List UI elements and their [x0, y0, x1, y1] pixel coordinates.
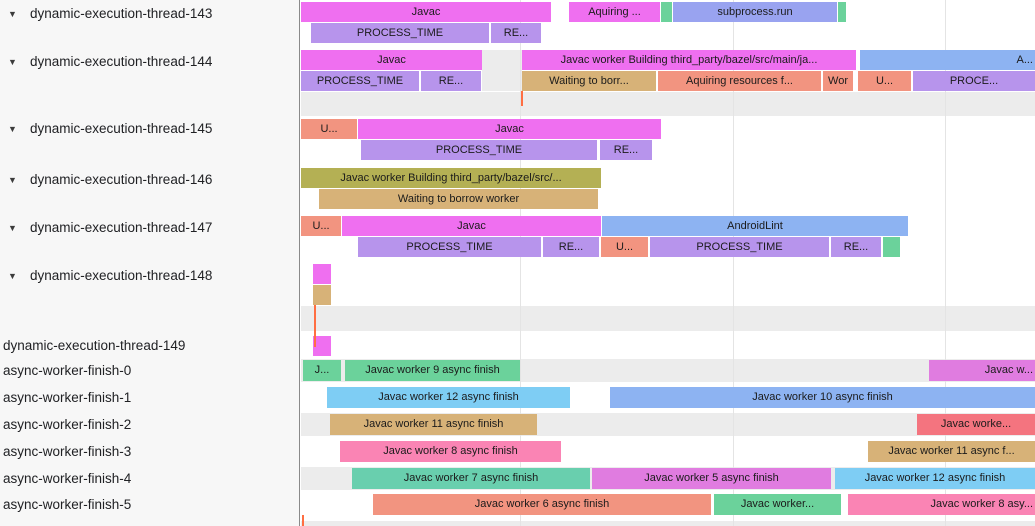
trace-slice[interactable]: Wor — [823, 71, 853, 91]
trace-slice[interactable]: Javac worker Building third_party/bazel/… — [522, 50, 856, 70]
track-name: async-worker-finish-0 — [3, 363, 132, 378]
flow-event-marker — [302, 515, 304, 526]
track-label[interactable]: ▼ dynamic-execution-thread-148 — [0, 266, 300, 286]
trace-slice[interactable] — [313, 264, 331, 284]
trace-slice[interactable]: Javac worker 9 async finish — [345, 360, 520, 381]
trace-slice[interactable]: RE... — [491, 23, 541, 43]
track-name: dynamic-execution-thread-147 — [30, 220, 213, 235]
track-label[interactable]: async-worker-finish-2 — [0, 415, 300, 435]
track-name: async-worker-finish-1 — [3, 390, 132, 405]
track-label[interactable]: ▼ dynamic-execution-thread-145 — [0, 119, 300, 139]
trace-slice[interactable]: RE... — [543, 237, 599, 257]
trace-slice[interactable]: Javac worker 7 async finish — [352, 468, 590, 489]
trace-slice[interactable]: Javac — [342, 216, 601, 236]
trace-slice[interactable]: Javac — [358, 119, 661, 139]
trace-slice[interactable]: U... — [601, 237, 648, 257]
track-name: dynamic-execution-thread-149 — [3, 338, 186, 353]
trace-slice[interactable]: Javac w... — [929, 360, 1035, 381]
trace-slice[interactable]: Aquiring resources f... — [658, 71, 821, 91]
trace-slice[interactable]: Javac worker Building third_party/bazel/… — [301, 168, 601, 188]
track-row-band — [482, 50, 522, 91]
track-name: async-worker-finish-5 — [3, 497, 132, 512]
trace-slice[interactable]: Javac worker 12 async finish — [835, 468, 1035, 489]
track-label[interactable]: ▼ dynamic-execution-thread-143 — [0, 4, 300, 24]
track-row-band — [301, 92, 1035, 116]
track-label[interactable]: async-worker-finish-5 — [0, 495, 300, 515]
trace-slice[interactable]: Javac worker 5 async finish — [592, 468, 831, 489]
track-name: async-worker-finish-2 — [3, 417, 132, 432]
collapse-triangle-icon[interactable]: ▼ — [8, 124, 17, 134]
trace-slice[interactable]: RE... — [600, 140, 652, 160]
track-label[interactable]: async-worker-finish-0 — [0, 361, 300, 381]
collapse-triangle-icon[interactable]: ▼ — [8, 57, 17, 67]
trace-slice[interactable]: Javac worker 12 async finish — [327, 387, 570, 408]
trace-slice[interactable]: U... — [858, 71, 911, 91]
trace-slice[interactable]: PROCE... — [913, 71, 1035, 91]
track-label[interactable]: ▼ dynamic-execution-thread-147 — [0, 218, 300, 238]
track-label[interactable]: async-worker-finish-3 — [0, 442, 300, 462]
trace-slice[interactable]: Javac worker 6 async finish — [373, 494, 711, 515]
trace-slice[interactable]: PROCESS_TIME — [311, 23, 489, 43]
track-label[interactable]: async-worker-finish-4 — [0, 469, 300, 489]
collapse-triangle-icon[interactable]: ▼ — [8, 223, 17, 233]
trace-slice[interactable]: Javac worke... — [917, 414, 1035, 435]
time-gridline — [945, 0, 946, 526]
trace-slice[interactable] — [313, 336, 331, 356]
trace-slice[interactable]: J... — [303, 360, 341, 381]
trace-slice[interactable]: Javac worker 11 async f... — [868, 441, 1035, 462]
flow-event-marker — [521, 91, 523, 106]
track-row-band — [301, 521, 1035, 526]
flow-event-marker — [314, 305, 316, 347]
trace-slice[interactable]: Javac worker 8 async finish — [340, 441, 561, 462]
trace-slice[interactable]: Javac — [301, 2, 551, 22]
trace-slice[interactable]: RE... — [421, 71, 481, 91]
track-label[interactable]: ▼ dynamic-execution-thread-146 — [0, 170, 300, 190]
track-name: dynamic-execution-thread-148 — [30, 268, 213, 283]
track-label[interactable]: async-worker-finish-1 — [0, 388, 300, 408]
trace-slice[interactable]: Javac — [301, 50, 482, 70]
track-name: dynamic-execution-thread-144 — [30, 54, 213, 69]
track-label[interactable]: ▼ dynamic-execution-thread-144 — [0, 52, 300, 72]
track-name: dynamic-execution-thread-145 — [30, 121, 213, 136]
track-name: dynamic-execution-thread-146 — [30, 172, 213, 187]
trace-slice[interactable] — [883, 237, 900, 257]
track-name-panel: ▼ dynamic-execution-thread-143 ▼ dynamic-ex… — [0, 0, 300, 526]
trace-slice[interactable]: Aquiring ... — [569, 2, 660, 22]
trace-slice[interactable]: Javac worker... — [714, 494, 841, 515]
time-gridline — [733, 0, 734, 526]
trace-slice[interactable]: Waiting to borr... — [522, 71, 656, 91]
trace-slice[interactable]: PROCESS_TIME — [301, 71, 419, 91]
collapse-triangle-icon[interactable]: ▼ — [8, 175, 17, 185]
track-row-band — [301, 306, 1035, 331]
trace-slice[interactable]: U... — [301, 216, 341, 236]
track-label[interactable]: dynamic-execution-thread-149 — [0, 336, 300, 356]
trace-slice[interactable]: PROCESS_TIME — [358, 237, 541, 257]
trace-slice[interactable] — [313, 285, 331, 305]
trace-slice[interactable]: PROCESS_TIME — [650, 237, 829, 257]
trace-slice[interactable]: A... — [860, 50, 1035, 70]
trace-slice[interactable]: U... — [301, 119, 357, 139]
collapse-triangle-icon[interactable]: ▼ — [8, 9, 17, 19]
track-name: dynamic-execution-thread-143 — [30, 6, 213, 21]
trace-slice[interactable] — [838, 2, 846, 22]
track-name: async-worker-finish-4 — [3, 471, 132, 486]
trace-slice[interactable]: subprocess.run — [673, 2, 837, 22]
time-gridline — [520, 0, 521, 526]
trace-slice[interactable]: Javac worker 8 asy... — [848, 494, 1035, 515]
collapse-triangle-icon[interactable]: ▼ — [8, 271, 17, 281]
trace-slice[interactable] — [661, 2, 672, 22]
track-name: async-worker-finish-3 — [3, 444, 132, 459]
trace-slice[interactable]: Waiting to borrow worker — [319, 189, 598, 209]
trace-slice[interactable]: PROCESS_TIME — [361, 140, 597, 160]
trace-slice[interactable]: AndroidLint — [602, 216, 908, 236]
trace-slice[interactable]: RE... — [831, 237, 881, 257]
trace-slice[interactable]: Javac worker 11 async finish — [330, 414, 537, 435]
trace-slice[interactable]: Javac worker 10 async finish — [610, 387, 1035, 408]
